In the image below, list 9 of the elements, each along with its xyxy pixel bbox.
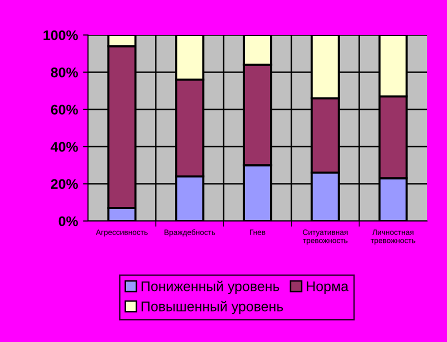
legend-label: Повышенный уровень — [142, 300, 283, 314]
legend-label: Пониженный уровень — [142, 280, 280, 294]
legend-label: Норма — [306, 282, 349, 294]
y-tick-label: 100% — [44, 30, 78, 40]
y-tick-label: 40% — [50, 142, 78, 152]
y-tick-label: 20% — [50, 179, 78, 189]
y-tick-label: 80% — [50, 68, 78, 78]
y-tick-label: 0% — [58, 216, 78, 226]
y-tick-label: 60% — [50, 104, 78, 115]
